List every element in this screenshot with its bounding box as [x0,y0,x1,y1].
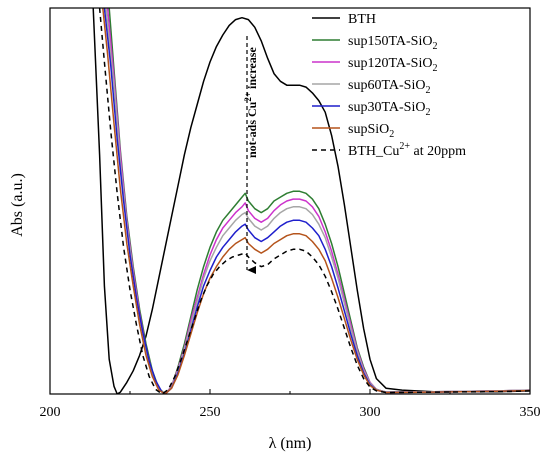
x-axis-title: λ (nm) [269,435,312,452]
series-line-4 [103,8,530,394]
legend-label-4: sup30TA-SiO2 [348,100,430,118]
series-line-1 [108,8,530,394]
legend-label-0: BTH [348,12,376,27]
legend-label-2: sup120TA-SiO2 [348,56,437,74]
x-tick-label: 300 [360,405,381,420]
x-axis: 200 250 300 350 [40,389,541,420]
x-tick-label: 200 [40,405,61,420]
annotation-text: not-ads Cu2+ increase [243,47,259,158]
series-line-3 [105,8,530,394]
series-line-6 [98,8,530,394]
series-line-2 [106,8,530,394]
legend: BTH sup150TA-SiO2 sup120TA-SiO2 sup60TA-SiO… [312,12,466,159]
legend-label-5: supSiO2 [348,122,394,140]
y-axis-title: Abs (a.u.) [9,173,26,237]
legend-label-6: BTH_Cu2+ at 20ppm [348,141,466,159]
legend-label-1: sup150TA-SiO2 [348,34,437,52]
annotation: not-ads Cu2+ increase [243,36,259,274]
series-layer [92,8,530,394]
series-line-0 [92,8,530,394]
series-line-5 [102,8,530,394]
legend-label-3: sup60TA-SiO2 [348,78,430,96]
x-tick-label: 250 [200,405,221,420]
x-tick-label: 350 [520,405,541,420]
